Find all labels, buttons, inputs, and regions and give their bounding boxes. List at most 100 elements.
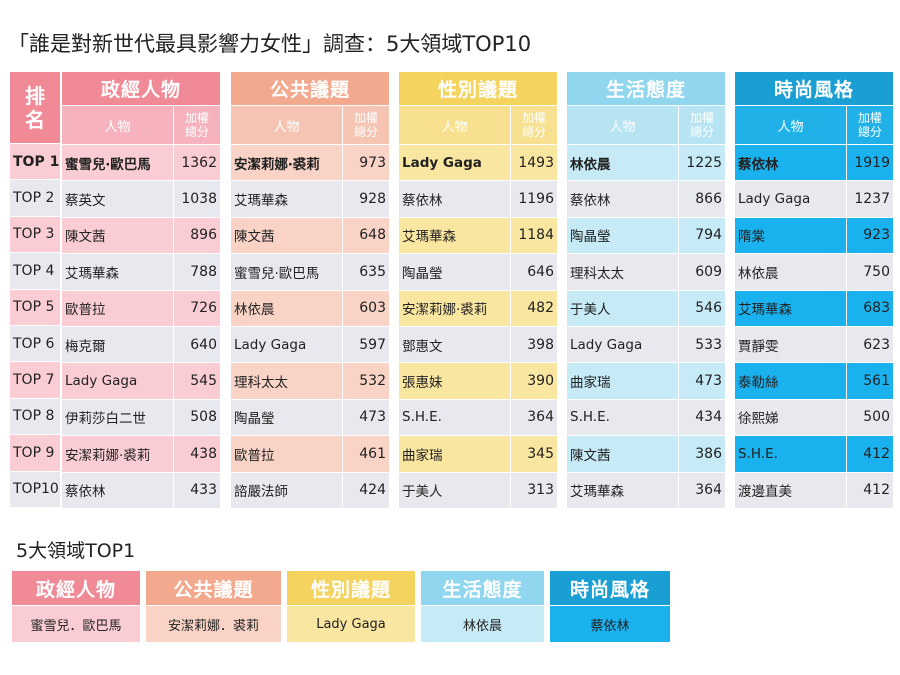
domain-subheader: 人物 加權 總分 (567, 105, 725, 144)
weighted-score: 1225 (686, 154, 722, 171)
person-name: 艾瑪華森 (567, 472, 679, 508)
weighted-score: 973 (359, 154, 386, 171)
person-name: 徐熙娣 (735, 399, 847, 436)
domain-table: 生活態度 人物 加權 總分 林依晨 1225 蔡依林 866 陶晶瑩 794 理科太太 609 于美人… (567, 72, 725, 508)
domain-table: 性別議題 人物 加權 總分 Lady Gaga 1493 蔡依林 1196 艾瑪華森 1184 陶… (399, 72, 557, 508)
table-row: 伊莉莎白二世 508 (62, 398, 220, 436)
table-row: 曲家瑞 345 (399, 435, 557, 472)
table-row: 蜜雪兒‧歐巴馬 1362 (62, 144, 220, 181)
person-column-header: 人物 (231, 106, 343, 144)
weighted-score: 923 (863, 227, 890, 244)
weighted-score: 1184 (518, 227, 554, 244)
weighted-score: 928 (359, 191, 386, 208)
person-name: 林依晨 (567, 145, 679, 181)
table-row: 蔡英文 1038 (62, 180, 220, 217)
person-name: 理科太太 (567, 254, 679, 290)
person-name: Lady Gaga (231, 326, 343, 363)
table-row: 理科太太 609 (567, 253, 725, 290)
weighted-score: 561 (863, 373, 890, 390)
rank-label: TOP 1 (10, 143, 60, 180)
person-name: 歐普拉 (62, 290, 174, 326)
top1-card: 時尚風格 蔡依林 (550, 571, 670, 642)
score-column-header: 加權 總分 (353, 111, 378, 139)
weighted-score: 533 (695, 336, 722, 353)
table-row: 安潔莉娜‧裘莉 973 (231, 144, 389, 181)
weighted-score: 390 (527, 373, 554, 390)
table-row: Lady Gaga 597 (231, 325, 389, 363)
score-column-header: 加權 總分 (857, 111, 882, 139)
domain-table: 時尚風格 人物 加權 總分 蔡依林 1919 Lady Gaga 1237 隋棠 923 林依晨 7… (735, 72, 893, 508)
person-name: 陶晶瑩 (567, 217, 679, 254)
table-row: 陳文茜 896 (62, 216, 220, 254)
person-name: 陳文茜 (567, 436, 679, 472)
table-row: 艾瑪華森 1184 (399, 216, 557, 254)
table-row: 安潔莉娜‧裘莉 438 (62, 435, 220, 472)
person-name: 林依晨 (735, 254, 847, 290)
page-title: 「誰是對新世代最具影響力女性」調查：5大領域TOP10 (8, 32, 532, 56)
table-row: 艾瑪華森 364 (567, 471, 725, 508)
table-row: 蔡依林 433 (62, 471, 220, 508)
rank-header: 排 名 (10, 72, 60, 143)
weighted-score: 1919 (854, 154, 890, 171)
person-name: Lady Gaga (735, 181, 847, 217)
weighted-score: 473 (695, 373, 722, 390)
table-row: Lady Gaga 533 (567, 325, 725, 363)
table-row: 于美人 313 (399, 471, 557, 508)
table-row: 隋棠 923 (735, 216, 893, 254)
person-column-header: 人物 (62, 106, 174, 144)
table-row: 林依晨 1225 (567, 144, 725, 181)
table-row: 鄧惠文 398 (399, 325, 557, 363)
weighted-score: 609 (695, 263, 722, 280)
weighted-score: 1493 (518, 154, 554, 171)
domain-subheader: 人物 加權 總分 (62, 105, 220, 144)
weighted-score: 412 (863, 482, 890, 499)
person-name: Lady Gaga (399, 145, 511, 181)
person-name: 泰勒絲 (735, 363, 847, 399)
weighted-score: 1196 (518, 191, 554, 208)
person-name: 于美人 (567, 290, 679, 326)
table-row: 徐熙娣 500 (735, 398, 893, 436)
person-name: 于美人 (399, 472, 511, 508)
person-name: 曲家瑞 (567, 363, 679, 399)
table-row: 于美人 546 (567, 289, 725, 326)
top1-person: 林依晨 (421, 605, 544, 642)
weighted-score: 788 (190, 263, 217, 280)
weighted-score: 597 (359, 336, 386, 353)
table-row: 陶晶瑩 646 (399, 253, 557, 290)
domain-header: 性別議題 (399, 72, 557, 105)
table-row: 陳文茜 648 (231, 216, 389, 254)
person-name: 艾瑪華森 (62, 254, 174, 290)
top1-domain-header: 生活態度 (421, 571, 544, 605)
rank-label: TOP 5 (10, 288, 60, 325)
top1-card: 公共議題 安潔莉娜．裘莉 (146, 571, 281, 642)
weighted-score: 1362 (181, 154, 217, 171)
person-name: 蔡依林 (62, 472, 174, 508)
weighted-score: 461 (359, 445, 386, 462)
person-name: 蔡英文 (62, 181, 174, 217)
person-name: 伊莉莎白二世 (62, 399, 174, 436)
rank-label: TOP 9 (10, 434, 60, 471)
weighted-score: 635 (359, 263, 386, 280)
person-name: 蜜雪兒‧歐巴馬 (231, 254, 343, 290)
domain-header: 公共議題 (231, 72, 389, 105)
weighted-score: 424 (359, 482, 386, 499)
top1-person: 蔡依林 (550, 605, 670, 642)
top1-domain-header: 性別議題 (287, 571, 415, 605)
person-name: 陳文茜 (231, 217, 343, 254)
person-name: 梅克爾 (62, 326, 174, 363)
top1-domain-header: 公共議題 (146, 571, 281, 605)
weighted-score: 545 (190, 373, 217, 390)
person-name: 賈靜雯 (735, 326, 847, 363)
person-name: 安潔莉娜‧裘莉 (231, 145, 343, 181)
weighted-score: 1038 (181, 191, 217, 208)
person-name: 艾瑪華森 (231, 181, 343, 217)
weighted-score: 896 (190, 227, 217, 244)
person-name: Lady Gaga (62, 363, 174, 399)
person-name: 鄧惠文 (399, 326, 511, 363)
table-row: 蜜雪兒‧歐巴馬 635 (231, 253, 389, 290)
weighted-score: 412 (863, 445, 890, 462)
person-name: 歐普拉 (231, 436, 343, 472)
weighted-score: 434 (695, 409, 722, 426)
table-row: 林依晨 603 (231, 289, 389, 326)
